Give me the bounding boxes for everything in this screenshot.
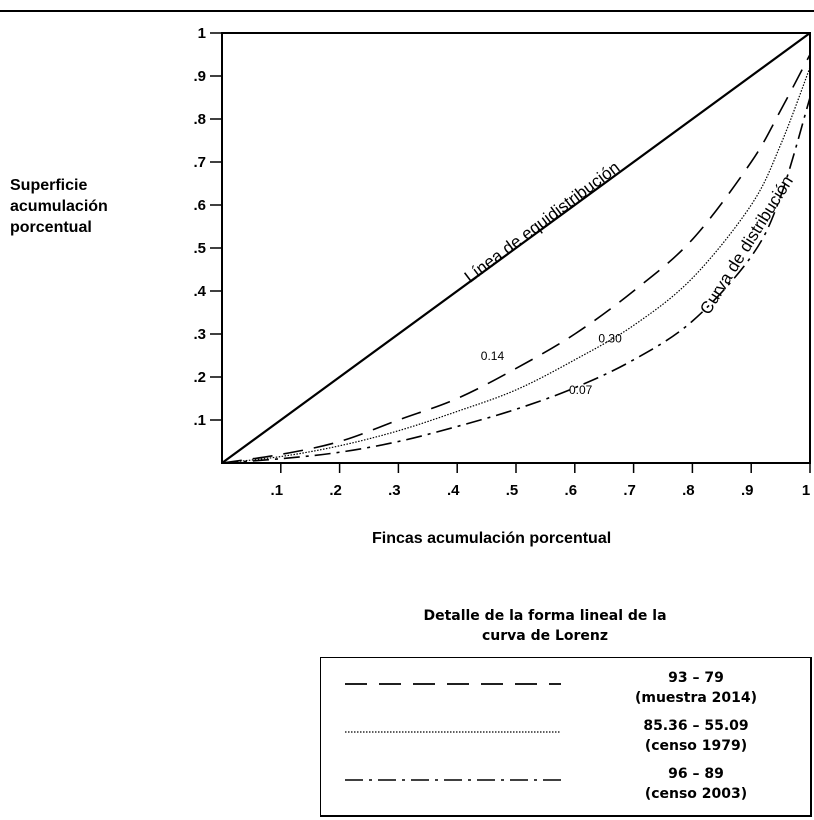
legend-item-censo-1979: 85.36 – 55.09 (censo 1979): [321, 716, 811, 764]
y-tick-label: 1: [198, 25, 206, 42]
y-axis-label-line-2: acumulación: [10, 198, 108, 215]
legend-item-source: (censo 1979): [644, 738, 748, 754]
y-tick-label: .4: [193, 283, 206, 300]
lorenz-chart: .1 .2 .3 .4 .5 .6 .7 .8 .9 1 .1 .2 .3 .4 .5 .6 .7 .8 .9 1 Lí…: [193, 25, 811, 499]
legend-item-label: 93 – 79 (muestra 2014): [591, 668, 801, 708]
distribution-curve-label: Curva de distribución: [696, 172, 797, 318]
legend-item-value: 96 – 89: [668, 766, 724, 782]
x-tick-label: .3: [388, 482, 401, 499]
legend-item-value: 85.36 – 55.09: [643, 718, 749, 734]
x-tick-label: .5: [506, 482, 519, 499]
x-tick-label: .2: [329, 482, 342, 499]
legend-item-label: 96 – 89 (censo 2003): [591, 764, 801, 804]
legend-border-bottom: [321, 815, 812, 817]
y-tick-label: .5: [193, 240, 206, 257]
legend-item-label: 85.36 – 55.09 (censo 1979): [591, 716, 801, 756]
legend-item-source: (muestra 2014): [634, 690, 758, 706]
legend-swatch-dotted: [345, 731, 561, 733]
legend-title-line-1: Detalle de la forma lineal de la: [423, 608, 667, 624]
legend-swatch-dash-dot: [345, 779, 561, 781]
legend-item-source: (censo 2003): [644, 786, 748, 802]
x-tick-label: 1: [802, 482, 810, 499]
x-tick-label: .7: [623, 482, 636, 499]
y-tick-label: .8: [193, 111, 206, 128]
y-axis-label-line-3: porcentual: [10, 219, 92, 236]
x-tick-label: .8: [682, 482, 695, 499]
x-tick-label: .4: [447, 482, 460, 499]
gini-value-label: 0.07: [569, 383, 593, 397]
legend-item-value: 93 – 79: [668, 670, 724, 686]
legend-box: 93 – 79 (muestra 2014) 85.36 – 55.09 (ce…: [320, 657, 812, 817]
legend-title: Detalle de la forma lineal de la curva d…: [380, 606, 710, 646]
y-tick-label: .2: [193, 369, 206, 386]
series-long-dash-line: [221, 54, 811, 464]
series-solid-line: [221, 32, 811, 464]
legend-item-censo-2003: 96 – 89 (censo 2003): [321, 764, 811, 812]
y-tick-label: .7: [193, 154, 206, 171]
x-axis-label: Fincas acumulación porcentual: [372, 530, 612, 547]
y-tick-label: .6: [193, 197, 206, 214]
top-rule: [0, 10, 814, 12]
legend-title-line-2: curva de Lorenz: [481, 628, 609, 644]
x-tick-label: .6: [565, 482, 578, 499]
legend-border-right: [810, 658, 812, 817]
x-tick-label: .9: [741, 482, 754, 499]
legend-item-muestra-2014: 93 – 79 (muestra 2014): [321, 668, 811, 716]
y-tick-label: .3: [193, 326, 206, 343]
y-axis-label-line-1: Superficie: [10, 177, 88, 194]
y-tick-label: .1: [193, 412, 206, 429]
y-tick-label: .9: [193, 68, 206, 85]
x-tick-label: .1: [271, 482, 284, 499]
equidistribution-label: Línea de equidistribución: [461, 158, 623, 287]
gini-value-label: 0.14: [481, 349, 505, 363]
legend-swatch-long-dash: [345, 683, 561, 685]
gini-value-label: 0.30: [598, 332, 622, 346]
y-axis-label: Superficie acumulación porcentual: [10, 175, 108, 238]
